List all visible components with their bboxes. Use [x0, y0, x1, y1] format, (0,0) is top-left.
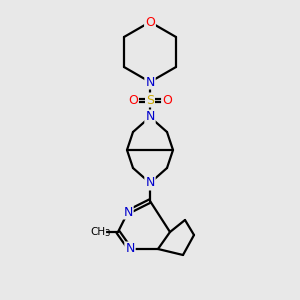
Text: O: O	[128, 94, 138, 106]
Text: N: N	[145, 76, 155, 88]
Text: 3: 3	[104, 230, 110, 238]
Text: N: N	[125, 242, 135, 256]
Text: N: N	[123, 206, 133, 218]
Text: CH: CH	[90, 227, 106, 237]
Text: N: N	[145, 110, 155, 124]
Text: O: O	[162, 94, 172, 106]
Text: O: O	[145, 16, 155, 28]
Text: S: S	[146, 94, 154, 106]
Text: N: N	[145, 176, 155, 190]
